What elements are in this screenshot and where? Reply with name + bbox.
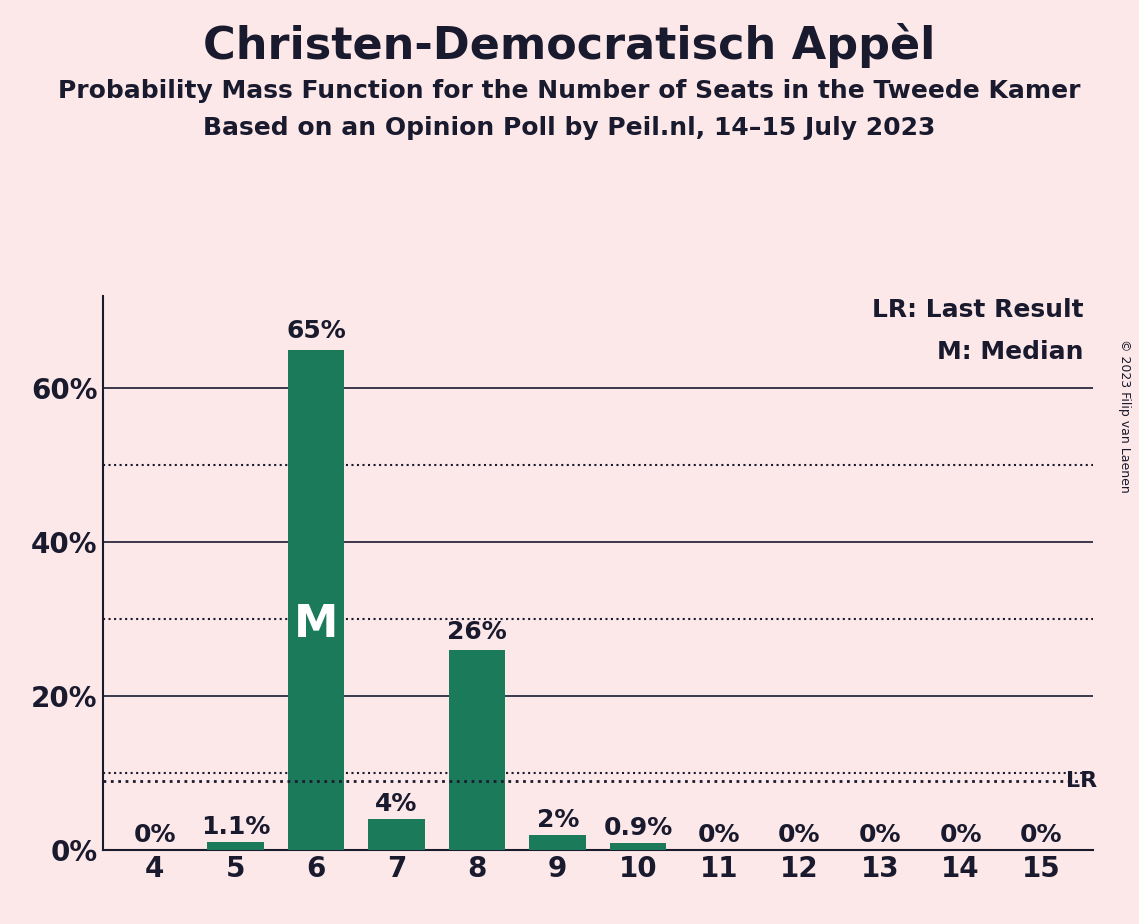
Text: LR: Last Result: LR: Last Result [872, 298, 1083, 322]
Text: M: Median: M: Median [937, 340, 1083, 364]
Text: LR: LR [1066, 771, 1098, 791]
Text: 0%: 0% [1019, 823, 1063, 847]
Text: 1.1%: 1.1% [200, 815, 270, 839]
Text: 65%: 65% [286, 320, 346, 344]
Bar [449, 650, 506, 850]
Bar [288, 349, 344, 850]
Text: Probability Mass Function for the Number of Seats in the Tweede Kamer: Probability Mass Function for the Number… [58, 79, 1081, 103]
Text: 0%: 0% [778, 823, 820, 847]
Text: 0%: 0% [940, 823, 982, 847]
Text: 0%: 0% [133, 823, 177, 847]
Text: 0.9%: 0.9% [604, 816, 673, 840]
Text: 26%: 26% [448, 620, 507, 644]
Bar [530, 834, 585, 850]
Text: Based on an Opinion Poll by Peil.nl, 14–15 July 2023: Based on an Opinion Poll by Peil.nl, 14–… [204, 116, 935, 140]
Text: 0%: 0% [697, 823, 740, 847]
Text: Christen-Democratisch Appèl: Christen-Democratisch Appèl [204, 23, 935, 68]
Bar [368, 820, 425, 850]
Text: 4%: 4% [376, 792, 418, 816]
Bar [611, 843, 666, 850]
Text: 0%: 0% [859, 823, 901, 847]
Text: 2%: 2% [536, 808, 579, 832]
Bar [207, 842, 263, 850]
Text: M: M [294, 603, 338, 647]
Text: © 2023 Filip van Laenen: © 2023 Filip van Laenen [1118, 339, 1131, 492]
